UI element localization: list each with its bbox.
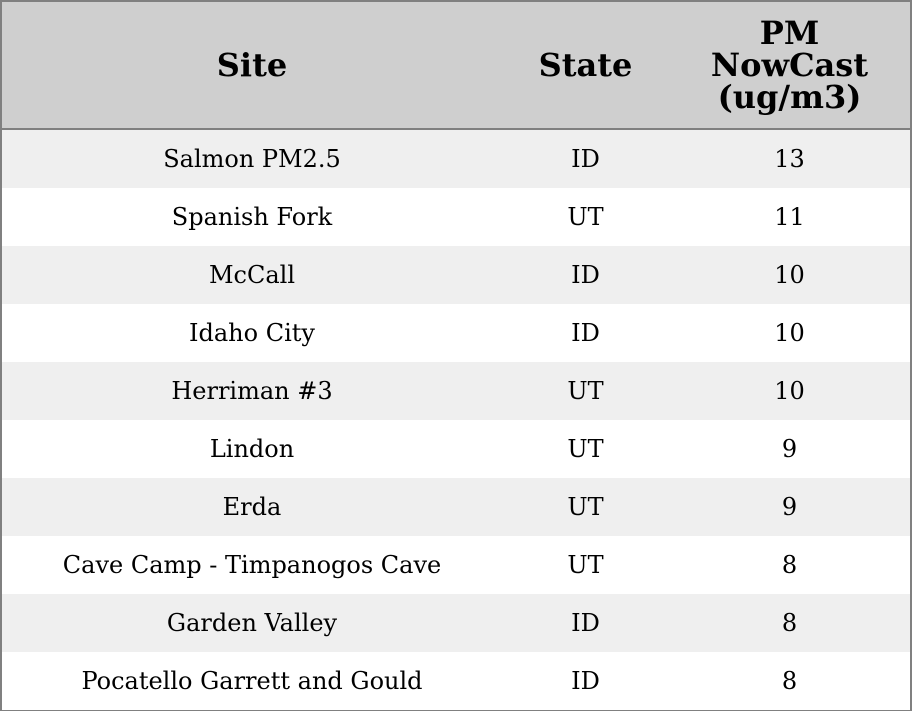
site-cell: Pocatello Garrett and Gould	[2, 652, 502, 710]
pm-cell: 8	[669, 594, 910, 652]
pm-cell: 9	[669, 420, 910, 478]
header-site: Site	[2, 2, 502, 130]
pm-cell: 8	[669, 536, 910, 594]
site-cell: Cave Camp - Timpanogos Cave	[2, 536, 502, 594]
pm-cell: 11	[669, 188, 910, 246]
table-row: Idaho City ID 10	[2, 304, 910, 362]
table-row: Spanish Fork UT 11	[2, 188, 910, 246]
table-row: Pocatello Garrett and Gould ID 8	[2, 652, 910, 710]
pm-cell: 10	[669, 246, 910, 304]
state-cell: UT	[502, 478, 669, 536]
site-cell: McCall	[2, 246, 502, 304]
header-row: Site State PM NowCast (ug/m3)	[2, 2, 910, 130]
state-cell: UT	[502, 536, 669, 594]
state-cell: UT	[502, 420, 669, 478]
pm-cell: 13	[669, 129, 910, 188]
header-pm-line1: PM	[759, 14, 820, 52]
site-cell: Erda	[2, 478, 502, 536]
table-row: Salmon PM2.5 ID 13	[2, 129, 910, 188]
state-cell: ID	[502, 129, 669, 188]
table-row: Herriman #3 UT 10	[2, 362, 910, 420]
state-cell: ID	[502, 304, 669, 362]
site-cell: Lindon	[2, 420, 502, 478]
table-row: Erda UT 9	[2, 478, 910, 536]
site-cell: Spanish Fork	[2, 188, 502, 246]
header-site-text: Site	[216, 46, 288, 84]
table-row: Garden Valley ID 8	[2, 594, 910, 652]
site-cell: Idaho City	[2, 304, 502, 362]
header-state-text: State	[538, 46, 633, 84]
pm-cell: 10	[669, 304, 910, 362]
header-pm-line2: NowCast	[710, 46, 869, 84]
site-cell: Herriman #3	[2, 362, 502, 420]
pm-cell: 8	[669, 652, 910, 710]
site-cell: Salmon PM2.5	[2, 129, 502, 188]
state-cell: ID	[502, 652, 669, 710]
pm-cell: 9	[669, 478, 910, 536]
state-cell: UT	[502, 362, 669, 420]
table-row: Cave Camp - Timpanogos Cave UT 8	[2, 536, 910, 594]
header-pm: PM NowCast (ug/m3)	[669, 2, 910, 130]
state-cell: ID	[502, 594, 669, 652]
pm-cell: 10	[669, 362, 910, 420]
site-cell: Garden Valley	[2, 594, 502, 652]
state-cell: ID	[502, 246, 669, 304]
header-state: State	[502, 2, 669, 130]
table-row: McCall ID 10	[2, 246, 910, 304]
state-cell: UT	[502, 188, 669, 246]
header-pm-line3: (ug/m3)	[717, 78, 862, 116]
table-row: Lindon UT 9	[2, 420, 910, 478]
